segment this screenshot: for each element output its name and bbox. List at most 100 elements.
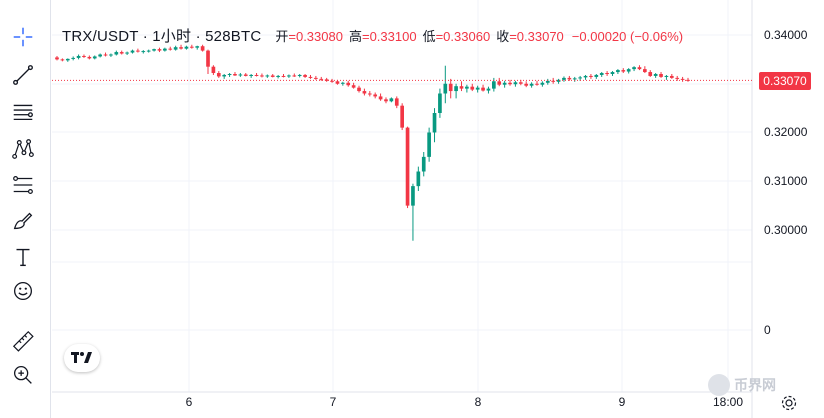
candle-body [276, 75, 280, 77]
candle-body [130, 50, 135, 53]
candle-body [330, 80, 334, 82]
candle-body [351, 85, 356, 88]
horizontal-lines-icon[interactable] [8, 96, 38, 126]
candle-body [60, 59, 65, 61]
candle-body [200, 46, 205, 51]
candle-body [632, 67, 636, 70]
open-label: 开 [275, 29, 289, 44]
trendline-icon[interactable] [8, 60, 38, 90]
candle-body [492, 81, 496, 89]
candle-body [513, 82, 518, 85]
candle-body [556, 79, 561, 82]
candle-body [249, 74, 253, 76]
candle-body [669, 75, 674, 78]
candle-body [610, 72, 615, 74]
candle-body [76, 55, 81, 58]
candle-body [497, 81, 502, 85]
candle-body [459, 86, 464, 89]
candle-body [292, 75, 297, 77]
emoji-icon[interactable] [8, 276, 38, 306]
candle-body [438, 93, 442, 113]
candle-body [136, 50, 140, 52]
candle-body [621, 70, 626, 72]
candle-body [114, 52, 119, 55]
candle-body [163, 48, 167, 51]
candle-body [109, 54, 113, 56]
candle-body [92, 56, 97, 59]
text-icon[interactable] [8, 242, 38, 272]
candle-body [227, 74, 232, 75]
candle-body [529, 83, 534, 86]
candle-body [335, 81, 340, 84]
candle-body [281, 75, 286, 77]
watermark: 币界网 [708, 374, 776, 396]
candle-body [502, 82, 507, 85]
x-tick-label: 9 [619, 395, 626, 409]
candle-body [168, 48, 173, 50]
candle-body [346, 82, 351, 86]
candle-body [562, 77, 566, 80]
y-tick-label: 0 [764, 323, 771, 337]
candle-body [238, 74, 243, 76]
candle-body [324, 79, 329, 81]
candle-body [594, 74, 599, 77]
watermark-text: 币界网 [734, 377, 776, 393]
candle-body [173, 47, 178, 50]
candle-body [319, 78, 324, 80]
candle-body [508, 82, 512, 85]
candle-body [680, 78, 685, 80]
candle-body [400, 105, 404, 128]
candle-body [465, 86, 469, 89]
candle-body [664, 75, 669, 77]
zoom-icon[interactable] [8, 360, 38, 390]
crosshair-icon[interactable] [8, 22, 38, 52]
low-label: 低 [422, 29, 436, 44]
candle-body [578, 77, 582, 79]
candle-body [152, 49, 156, 51]
candle-body [254, 74, 259, 76]
tradingview-logo[interactable] [64, 344, 100, 372]
candle-body [389, 98, 394, 102]
candle-body [357, 87, 361, 92]
candle-body [367, 93, 372, 95]
candle-body [443, 83, 448, 94]
toolbar-divider [50, 0, 51, 418]
candle-body [605, 73, 609, 75]
candle-body [378, 96, 383, 100]
candle-body [583, 75, 588, 78]
candle-body [659, 74, 663, 77]
pattern-icon[interactable] [8, 134, 38, 164]
candle-body [589, 75, 593, 77]
candle-body [314, 77, 318, 79]
brush-icon[interactable] [8, 206, 38, 236]
candle-body [260, 75, 264, 77]
candle-body [518, 82, 523, 84]
x-tick-label: 7 [330, 395, 337, 409]
candle-body [616, 70, 620, 73]
candle-body [454, 86, 458, 92]
candle-body [71, 57, 76, 59]
symbol-title[interactable]: TRX/USDT · 1小时 · 528BTC [62, 28, 262, 45]
candle-body [405, 127, 410, 206]
candle-body [341, 82, 345, 84]
candle-body [475, 87, 480, 90]
candle-body [195, 46, 200, 48]
candle-body [216, 73, 221, 77]
y-tick-label: 0.30000 [764, 223, 808, 237]
candle-body [362, 91, 367, 94]
candle-body [524, 83, 529, 86]
candle-body [287, 75, 291, 77]
candle-body [125, 52, 129, 54]
candle-body [308, 76, 313, 78]
ohlc-legend: TRX/USDT · 1小时 · 528BTC 开 =0.33080 高 =0.33… [62, 25, 683, 46]
fib-icon[interactable] [8, 170, 38, 200]
drawing-toolbar [0, 0, 46, 418]
candle-body [653, 74, 658, 76]
candle-body [265, 75, 270, 77]
candle-body [98, 54, 102, 57]
candle-body [65, 58, 70, 61]
candle-body [637, 67, 642, 70]
ruler-icon[interactable] [8, 326, 38, 356]
settings-gear-icon[interactable] [780, 394, 798, 412]
